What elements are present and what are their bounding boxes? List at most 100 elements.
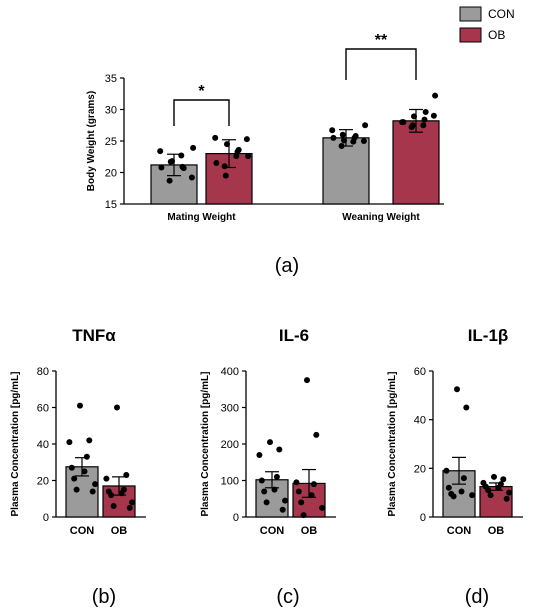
panel-c-title: IL-6 (279, 326, 309, 345)
a-category-label-0: Mating Weight (167, 212, 236, 223)
a-point-0-0-4 (167, 158, 174, 165)
b-y-tick-label-1: 20 (37, 476, 49, 488)
c-category-label-0: CON (260, 525, 285, 537)
a-y-tick-label-2: 25 (105, 136, 117, 148)
b-category-label-0: CON (70, 525, 95, 537)
b-y-tick-label-4: 80 (37, 366, 49, 378)
a-point-0-1-0 (224, 141, 230, 148)
c-point-1-1 (313, 431, 320, 438)
d-point-1-5 (495, 484, 502, 491)
a-significance-bracket-1 (345, 48, 417, 80)
c-point-1-7 (319, 504, 326, 511)
a-point-1-1-3 (430, 112, 437, 119)
a-point-1-1-9 (422, 109, 429, 116)
a-point-1-0-4 (339, 131, 346, 138)
a-point-0-1-7 (245, 153, 252, 160)
c-y-tick-label-2: 200 (221, 439, 239, 451)
a-point-0-1-8 (221, 163, 228, 170)
d-y-tick-label-0: 0 (420, 512, 426, 524)
d-category-label-1: OB (488, 525, 505, 537)
panel-a-label: (a) (275, 255, 299, 277)
a-point-0-1-2 (213, 160, 220, 167)
b-point-0-4 (68, 464, 75, 471)
a-point-1-1-7 (432, 92, 439, 99)
a-point-0-0-1 (178, 152, 185, 159)
b-y-tick-label-3: 60 (37, 403, 49, 415)
c-y-tick-label-0: 0 (233, 512, 239, 524)
a-y-tick-label-4: 35 (105, 73, 117, 85)
d-point-0-2 (443, 467, 450, 474)
b-point-1-8 (110, 503, 117, 510)
a-point-1-0-0 (341, 137, 347, 144)
a-category-label-1: Weaning Weight (342, 212, 420, 223)
d-y-tick-label-2: 40 (414, 415, 426, 427)
d-point-0-0 (454, 386, 460, 393)
d-point-1-9 (503, 495, 510, 502)
a-point-1-1-5 (421, 116, 428, 123)
d-y-tick-label-3: 60 (414, 366, 426, 378)
c-point-0-1 (276, 446, 283, 453)
a-y-tick-label-3: 30 (105, 105, 117, 117)
b-point-0-1 (86, 437, 93, 444)
a-point-1-0-7 (362, 122, 369, 129)
d-point-0-5 (458, 488, 465, 495)
panel-d-title: IL-1β (468, 326, 509, 345)
b-category-label-1: OB (111, 525, 128, 537)
c-point-0-8 (263, 499, 270, 506)
d-point-0-7 (469, 492, 476, 499)
a-bar-1-0 (322, 137, 370, 205)
c-point-0-0 (267, 439, 273, 446)
d-point-1-7 (506, 489, 513, 496)
c-y-tick-label-1: 100 (221, 476, 239, 488)
b-point-0-5 (81, 468, 88, 475)
b-y-tick-label-0: 0 (43, 512, 49, 524)
d-point-0-3 (460, 475, 467, 482)
c-point-0-4 (258, 477, 265, 484)
panel-d: 0 20 40 60 Plasma Concentration [pg/mL] CON OB (387, 366, 523, 537)
a-point-1-0-2 (330, 134, 337, 141)
b-point-1-9 (126, 504, 133, 511)
c-point-1-5 (308, 492, 315, 499)
c-point-0-3 (273, 473, 280, 480)
a-point-0-1-6 (212, 134, 219, 141)
d-point-1-8 (487, 492, 494, 499)
a-y-axis-title: Body Weight (grams) (86, 91, 97, 191)
a-point-1-0-6 (329, 127, 336, 134)
c-category-label-1: OB (301, 525, 318, 537)
a-point-0-0-9 (180, 165, 187, 172)
legend-label-ob: OB (488, 28, 505, 42)
a-point-1-0-3 (360, 138, 367, 144)
c-point-1-6 (298, 499, 305, 506)
d-point-0-4 (445, 484, 452, 491)
d-y-axis-title: Plasma Concentration [pg/mL] (387, 371, 398, 516)
panel-b-title: TNFα (72, 326, 116, 345)
b-point-0-0 (77, 402, 83, 409)
b-point-1-6 (108, 492, 115, 499)
a-y-tick-label-0: 15 (105, 199, 117, 211)
d-point-1-1 (500, 476, 507, 483)
d-y-tick-label-1: 20 (414, 463, 426, 475)
a-point-0-1-9 (235, 146, 242, 153)
panel-c: 0 100 200 300 400 Plasma Concentration [pg/mL… (200, 366, 336, 537)
c-point-1-8 (300, 512, 307, 519)
c-point-1-0 (304, 377, 310, 384)
a-point-0-1-3 (243, 136, 250, 143)
b-point-0-7 (92, 481, 99, 488)
b-point-1-7 (129, 499, 136, 506)
a-significance-label-1: ** (375, 32, 388, 49)
a-point-0-0-2 (158, 164, 165, 171)
b-point-0-2 (66, 439, 73, 446)
a-point-0-1-4 (222, 172, 229, 179)
a-point-0-0-7 (190, 144, 197, 151)
a-point-0-0-3 (188, 174, 195, 181)
c-y-tick-label-4: 400 (221, 366, 239, 378)
d-point-1-0 (491, 473, 497, 480)
panel-d-label: (d) (465, 586, 489, 608)
a-bar-1-1 (392, 120, 440, 205)
a-point-1-1-1 (420, 122, 427, 129)
a-point-1-1-0 (411, 113, 417, 120)
c-point-1-4 (295, 488, 302, 495)
legend-swatch-con (459, 6, 482, 22)
a-point-0-0-6 (157, 148, 164, 155)
